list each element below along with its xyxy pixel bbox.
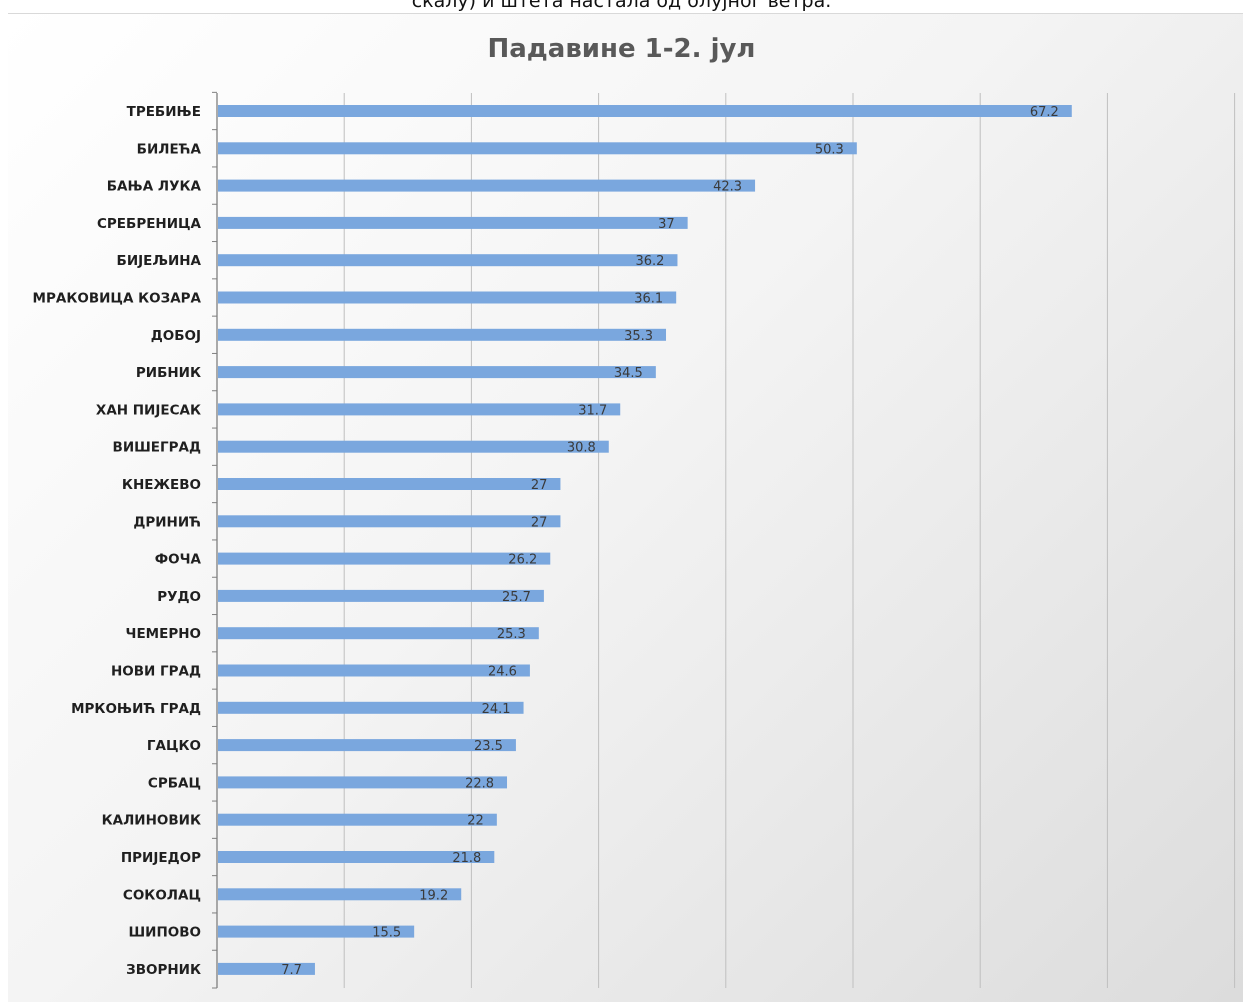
data-label: 36.2 [636, 254, 665, 269]
data-label: 27 [531, 515, 548, 530]
bar [218, 739, 516, 752]
bar [218, 701, 524, 714]
bar [218, 515, 561, 528]
category-label: РУДО [157, 589, 201, 605]
category-label: БИЈЕЉИНА [117, 253, 202, 269]
data-label: 22 [467, 814, 484, 829]
bar [218, 589, 544, 602]
bar [218, 813, 497, 826]
category-label: ШИПОВО [128, 925, 201, 941]
bar [218, 216, 688, 229]
data-label: 24.1 [482, 702, 511, 717]
bar [218, 366, 656, 379]
data-label: 35.3 [624, 329, 653, 344]
data-label: 15.5 [372, 926, 401, 941]
caption-text: скалу) и штета настала од олујног ветра. [411, 0, 832, 12]
category-label: ПРИЈЕДОР [121, 850, 201, 866]
bar [218, 925, 415, 938]
bar [218, 664, 530, 677]
data-label: 25.3 [497, 627, 526, 642]
data-label: 24.6 [488, 665, 517, 680]
data-label: 19.2 [419, 888, 448, 903]
bar [218, 403, 621, 416]
category-label: СРЕБРЕНИЦА [97, 216, 202, 232]
category-label: ДОБОЈ [151, 328, 201, 344]
bar [218, 179, 756, 192]
category-label: МРКОЊИЋ ГРАД [71, 701, 201, 717]
category-label: СРБАЦ [148, 775, 201, 791]
data-label: 26.2 [508, 553, 537, 568]
category-label: ХАН ПИЈЕСАК [96, 402, 201, 418]
data-label: 25.7 [502, 590, 531, 605]
data-label: 7.7 [281, 963, 302, 978]
bar [218, 291, 677, 304]
bar [218, 776, 508, 789]
category-label: ТРЕБИЊЕ [127, 104, 201, 120]
bar [218, 851, 495, 863]
bar [218, 627, 539, 640]
bar [218, 328, 667, 341]
data-label: 67.2 [1030, 105, 1059, 120]
bar [218, 962, 315, 975]
category-label: КНЕЖЕВО [122, 477, 201, 493]
category-label: СОКОЛАЦ [123, 887, 201, 903]
category-label: РИБНИК [136, 365, 201, 381]
data-label: 36.1 [634, 292, 663, 307]
bar [218, 552, 551, 565]
bar [218, 105, 1072, 117]
data-label: 42.3 [713, 180, 742, 195]
data-label: 21.8 [452, 851, 481, 866]
category-label: ГАЦКО [147, 738, 201, 754]
data-label: 50.3 [815, 142, 844, 157]
chart-title: Падавине 1-2. јул [487, 34, 756, 64]
category-label: БАЊА ЛУКА [107, 179, 202, 195]
data-label: 30.8 [567, 441, 596, 456]
category-label: ДРИНИЋ [133, 514, 201, 530]
bar [218, 142, 857, 155]
bar [218, 478, 561, 490]
data-label: 22.8 [465, 776, 494, 791]
category-label: ЧЕМЕРНО [126, 626, 201, 642]
data-label: 31.7 [578, 403, 607, 418]
category-label: БИЛЕЋА [137, 141, 202, 157]
bar [218, 888, 462, 901]
category-label: ФОЧА [155, 552, 202, 568]
data-label: 23.5 [474, 739, 503, 754]
category-label: НОВИ ГРАД [111, 664, 201, 680]
category-label: МРАКОВИЦА КОЗАРА [33, 291, 202, 307]
bar [218, 440, 609, 453]
data-label: 37 [658, 217, 675, 232]
data-label: 27 [531, 478, 548, 493]
category-label: КАЛИНОВИК [102, 813, 201, 829]
bar [218, 254, 678, 267]
category-label: ЗВОРНИК [126, 962, 201, 978]
chart-area [8, 13, 1243, 1002]
category-label: ВИШЕГРАД [113, 440, 201, 456]
data-label: 34.5 [614, 366, 643, 381]
